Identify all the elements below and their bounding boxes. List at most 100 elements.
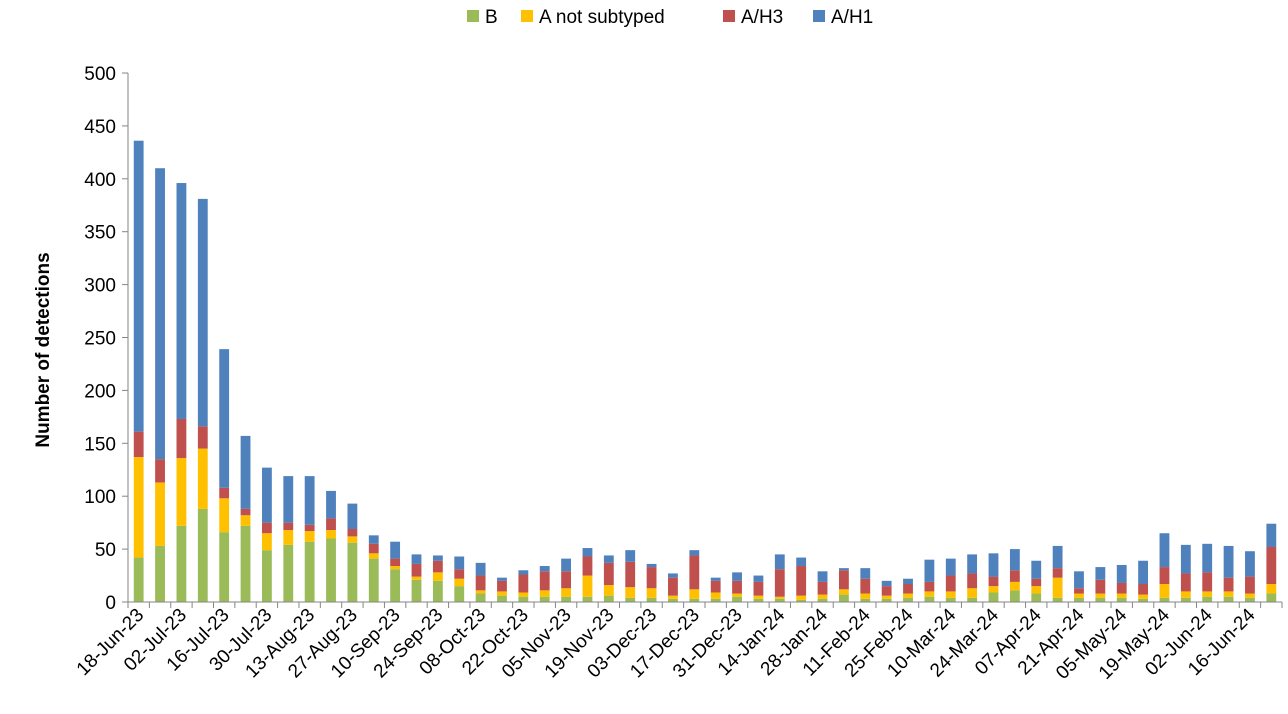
bar-a-not-subtyped-12-may-24: [1138, 594, 1149, 599]
legend-label-a-h3: A/H3: [741, 7, 783, 28]
bar-a-not-subtyped-01-oct-23: [454, 578, 465, 587]
bar-b-21-jan-24: [796, 599, 807, 602]
legend-swatch-a-not-subtyped: [521, 10, 533, 22]
bar-a-h1-18-feb-24: [881, 580, 892, 587]
y-tick-label: 100: [84, 487, 116, 508]
bar-a-not-subtyped-20-aug-23: [326, 530, 336, 539]
bar-b-07-jan-24: [753, 598, 764, 602]
bar-a-h3-25-feb-24: [903, 584, 913, 594]
bar-a-h3-03-mar-24: [924, 581, 935, 592]
y-tick-label: 450: [84, 117, 116, 138]
bar-b-03-sep-23: [368, 558, 379, 602]
bar-a-h1-04-feb-24: [838, 568, 849, 571]
bar-a-h3-19-nov-23: [603, 562, 614, 586]
bar-b-05-may-24: [1116, 597, 1127, 602]
bar-a-not-subtyped-26-nov-23: [625, 587, 636, 598]
bar-a-h3-12-may-24: [1138, 584, 1149, 595]
bar-a-h3-25-jun-23: [155, 459, 165, 483]
bar-a-h3-19-may-24: [1159, 567, 1170, 585]
bar-a-not-subtyped-28-jan-24: [817, 594, 828, 599]
bar-a-h3-10-dec-23: [668, 577, 678, 596]
y-tick-label: 0: [105, 593, 116, 614]
bar-a-not-subtyped-12-nov-23: [582, 575, 593, 597]
bar-a-h1-12-may-24: [1138, 560, 1149, 585]
bar-a-not-subtyped-17-dec-23: [689, 589, 700, 599]
bar-a-h1-19-nov-23: [603, 555, 614, 563]
bar-a-not-subtyped-18-feb-24: [881, 595, 892, 599]
bar-a-h3-09-jul-23: [197, 426, 208, 449]
bar-a-not-subtyped-07-apr-24: [1031, 586, 1042, 594]
y-tick-label: 250: [84, 329, 116, 350]
bar-a-h3-07-jan-24: [753, 581, 764, 596]
bar-a-not-subtyped-03-mar-24: [924, 591, 935, 597]
bar-a-h1-14-jan-24: [774, 554, 785, 570]
bar-a-h3-26-nov-23: [625, 561, 636, 588]
bar-a-h3-23-jun-24: [1266, 546, 1277, 585]
bar-a-h1-26-nov-23: [625, 550, 636, 562]
bar-b-29-oct-23: [539, 596, 550, 602]
bar-a-not-subtyped-06-aug-23: [283, 530, 294, 545]
bar-a-not-subtyped-16-jun-24: [1245, 593, 1255, 598]
x-axis: 18-Jun-2302-Jul-2316-Jul-2330-Jul-2313-A…: [73, 601, 1283, 684]
bar-a-h1-16-jun-24: [1245, 551, 1255, 577]
bar-a-h1-20-aug-23: [326, 490, 336, 519]
bar-a-not-subtyped-05-may-24: [1116, 593, 1127, 598]
bar-a-h1-12-nov-23: [582, 548, 593, 557]
bar-a-h1-05-nov-23: [561, 558, 572, 572]
bar-a-not-subtyped-19-may-24: [1159, 584, 1170, 598]
bar-b-17-dec-23: [689, 598, 700, 602]
bar-b-04-feb-24: [838, 594, 849, 602]
bar-a-h3-08-oct-23: [475, 575, 486, 591]
bar-a-h3-23-jul-23: [240, 508, 251, 516]
bar-a-h1-10-sep-23: [390, 541, 401, 559]
legend-swatch-a-h1: [813, 10, 825, 22]
bar-a-h3-12-nov-23: [582, 556, 593, 576]
y-tick-label: 50: [95, 540, 116, 561]
bar-b-24-mar-24: [988, 592, 999, 602]
bar-a-h1-18-jun-23: [133, 140, 144, 432]
bar-a-h3-21-jan-24: [796, 566, 807, 596]
bar-b-24-sep-23: [432, 580, 443, 602]
y-tick-label: 150: [84, 434, 116, 455]
bar-a-h3-28-apr-24: [1095, 579, 1106, 594]
bar-a-not-subtyped-18-jun-23: [133, 457, 144, 558]
bar-a-not-subtyped-28-apr-24: [1095, 593, 1106, 598]
bar-a-h1-29-oct-23: [539, 566, 550, 572]
bar-a-h3-03-dec-23: [646, 567, 657, 589]
bar-b-28-jan-24: [817, 598, 828, 602]
legend-label-a-not-subtyped: A not subtyped: [539, 7, 665, 28]
bar-a-h3-09-jun-24: [1223, 577, 1234, 592]
bar-a-not-subtyped-02-jul-23: [176, 458, 187, 526]
bar-a-h3-29-oct-23: [539, 571, 550, 591]
bar-a-h3-22-oct-23: [518, 574, 529, 593]
bars: [133, 140, 1277, 602]
bar-a-h1-24-dec-23: [710, 577, 721, 581]
legend-label-b: B: [485, 7, 498, 28]
bar-b-15-oct-23: [497, 595, 507, 602]
bar-b-13-aug-23: [304, 541, 315, 602]
bar-a-h1-28-apr-24: [1095, 567, 1106, 580]
bar-a-h1-06-aug-23: [283, 476, 294, 523]
bar-b-28-apr-24: [1095, 597, 1106, 602]
bar-b-06-aug-23: [283, 544, 294, 602]
bar-a-not-subtyped-03-sep-23: [368, 553, 379, 559]
bar-a-h3-02-jul-23: [176, 418, 187, 459]
y-tick-label: 500: [84, 64, 116, 85]
bar-a-not-subtyped-26-may-24: [1180, 591, 1191, 598]
bar-a-not-subtyped-29-oct-23: [539, 590, 550, 597]
bar-a-not-subtyped-30-jul-23: [261, 533, 272, 551]
bar-a-not-subtyped-16-jul-23: [219, 498, 230, 533]
bar-a-h3-17-sep-23: [411, 563, 422, 577]
bar-b-24-dec-23: [710, 598, 721, 602]
bar-a-not-subtyped-04-feb-24: [838, 589, 849, 595]
bar-b-12-may-24: [1138, 598, 1149, 602]
bar-a-h3-06-aug-23: [283, 522, 294, 531]
bar-a-h1-09-jul-23: [197, 198, 208, 427]
bar-a-not-subtyped-02-jun-24: [1202, 591, 1213, 597]
bar-a-not-subtyped-11-feb-24: [860, 593, 871, 599]
bar-b-14-apr-24: [1052, 597, 1063, 602]
bar-b-26-nov-23: [625, 597, 636, 602]
bar-b-31-mar-24: [1009, 590, 1020, 602]
bar-a-h1-01-oct-23: [454, 556, 465, 570]
bar-b-05-nov-23: [561, 596, 572, 602]
